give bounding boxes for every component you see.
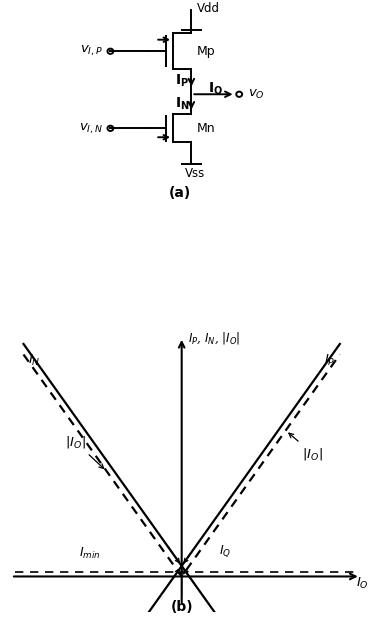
Text: (a): (a) [169,187,191,200]
Text: $\mathbf{I_N}$: $\mathbf{I_N}$ [175,96,190,112]
Text: $I_N$: $I_N$ [28,353,40,368]
Text: $v_{I,P}$: $v_{I,P}$ [80,44,103,59]
Text: (b): (b) [170,600,193,614]
Text: $\mathbf{I_P}$: $\mathbf{I_P}$ [175,73,189,89]
Text: $|I_O|$: $|I_O|$ [289,433,323,462]
Text: $\mathbf{I_O}$: $\mathbf{I_O}$ [208,80,223,97]
Text: Mn: Mn [197,122,216,135]
Text: Vdd: Vdd [197,2,220,15]
Text: $|I_O|$: $|I_O|$ [65,434,104,469]
Text: Mp: Mp [197,45,216,58]
Text: $v_{I,N}$: $v_{I,N}$ [79,121,103,135]
Text: $I_P$: $I_P$ [324,353,336,368]
Text: $I_{min}$: $I_{min}$ [79,546,101,561]
Text: $I_O$: $I_O$ [356,576,368,591]
Text: Vss: Vss [185,167,205,180]
Text: $I_P$, $I_N$, $|I_O|$: $I_P$, $I_N$, $|I_O|$ [188,330,240,346]
Text: $I_Q$: $I_Q$ [219,544,231,559]
Text: $v_O$: $v_O$ [248,88,265,101]
